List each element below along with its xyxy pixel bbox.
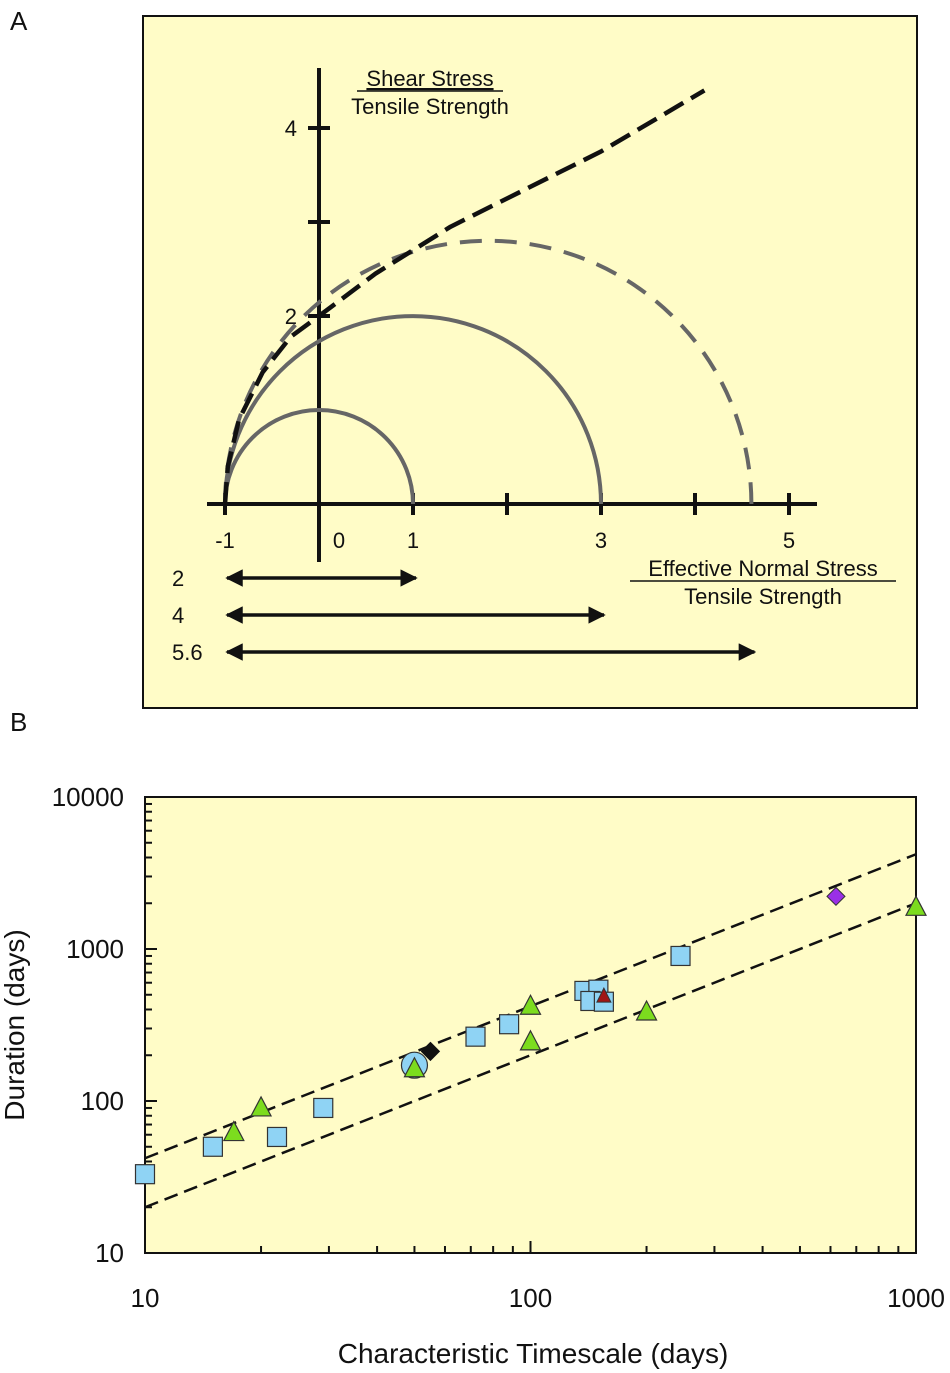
triangle-marker <box>519 1029 542 1051</box>
x-tick-label: 1 <box>407 528 419 553</box>
triangle-marker <box>403 1056 426 1078</box>
panel-a-background <box>142 15 918 709</box>
y-tick-label: 1000 <box>66 934 124 964</box>
range-arrow-label: 4 <box>172 603 184 628</box>
square-marker <box>266 1126 288 1148</box>
y-axis-label-top: Shear Stress <box>366 66 493 91</box>
panel-b-plot: 10 100 1000 10 100 1000 10000 <box>52 782 945 1313</box>
mohr-circle <box>223 314 603 505</box>
square-marker <box>202 1136 223 1157</box>
trend-line <box>144 902 917 1209</box>
triangle-marker <box>222 1120 245 1142</box>
x-tick-label: 0 <box>333 528 345 553</box>
square-marker <box>465 1026 486 1047</box>
x-tick-label: -1 <box>215 528 235 553</box>
range-arrow-label: 5.6 <box>172 640 203 665</box>
x-tick-label: 100 <box>509 1283 552 1313</box>
triangle-marker <box>250 1095 273 1117</box>
y-tick-label: 10000 <box>52 782 124 812</box>
square-marker <box>498 1014 520 1035</box>
y-tick-label: 4 <box>285 116 297 141</box>
range-arrow-label: 2 <box>172 566 184 591</box>
y-tick-label: 100 <box>81 1086 124 1116</box>
x-axis-label-top: Effective Normal Stress <box>648 556 877 581</box>
diamond-marker <box>420 1041 441 1062</box>
mohr-circle <box>223 408 415 505</box>
x-tick-label: 1000 <box>887 1283 945 1313</box>
trend-line <box>144 853 917 1160</box>
x-tick-label: 5 <box>783 528 795 553</box>
triangle-marker-red <box>596 986 612 1003</box>
y-tick-label: 2 <box>285 304 297 329</box>
x-axis-label-bottom: Tensile Strength <box>684 584 842 609</box>
square-marker <box>313 1097 334 1119</box>
panel-b-y-axis-label: Duration (days) <box>0 929 30 1120</box>
square-marker <box>134 1164 156 1185</box>
panel-b-x-axis-label: Characteristic Timescale (days) <box>338 1338 729 1369</box>
triangle-marker <box>519 993 542 1015</box>
x-tick-label: 3 <box>595 528 607 553</box>
diamond-marker <box>826 886 846 907</box>
panel-b-plot-area <box>144 796 917 1254</box>
y-tick-label: 10 <box>95 1238 124 1268</box>
panel-b-label: B <box>10 707 27 737</box>
triangle-marker <box>905 895 927 916</box>
triangle-marker <box>635 999 658 1021</box>
y-axis-label-bottom: Tensile Strength <box>351 94 509 119</box>
panel-a-label: A <box>10 6 28 36</box>
panel-a-plot: -1 0 1 3 5 2 4 2 4 5.6 <box>172 68 817 665</box>
square-marker <box>670 945 691 967</box>
failure-envelope <box>222 88 706 505</box>
x-tick-label: 10 <box>131 1283 160 1313</box>
